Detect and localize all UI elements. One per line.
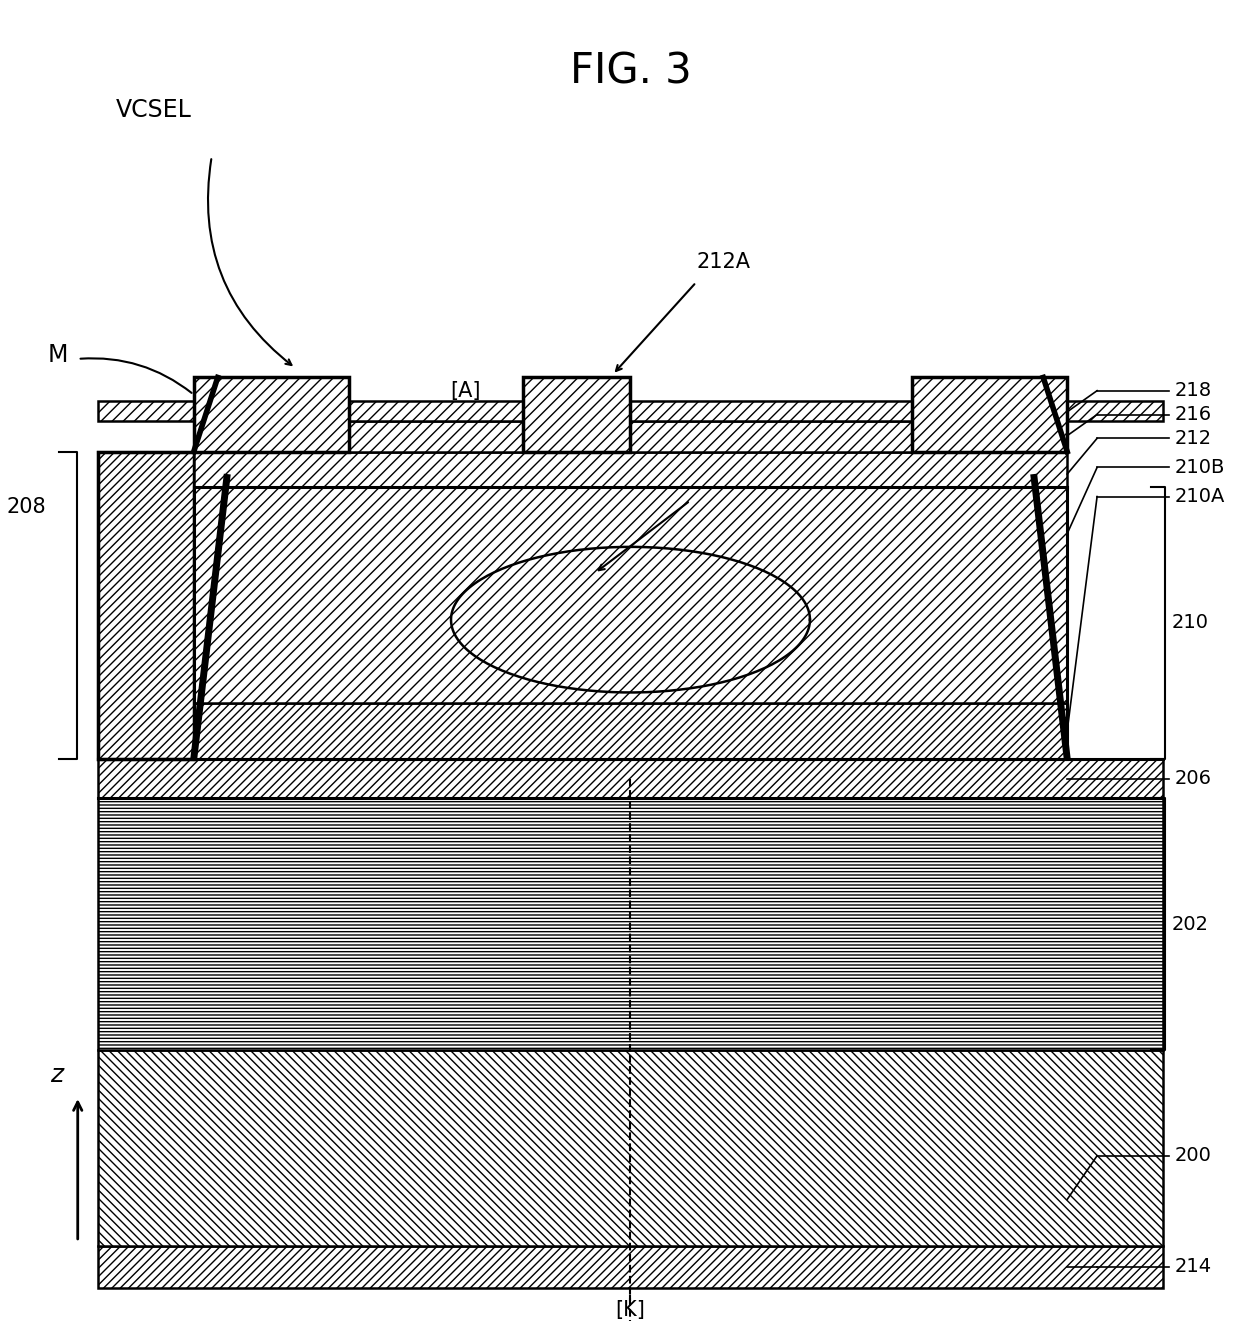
Text: 200: 200 <box>1174 1147 1211 1166</box>
Text: M: M <box>48 342 68 366</box>
Text: 214: 214 <box>1174 1257 1211 1276</box>
Bar <box>98 759 1163 798</box>
Text: 210B: 210B <box>1174 458 1225 477</box>
Text: 206: 206 <box>1174 769 1211 789</box>
Bar <box>911 377 1068 452</box>
Bar <box>193 452 1068 488</box>
Bar <box>193 421 1068 452</box>
Bar <box>193 488 1068 703</box>
Text: [A]: [A] <box>450 381 481 401</box>
Text: 202: 202 <box>1172 915 1208 934</box>
Text: 212A: 212A <box>697 252 750 272</box>
Bar <box>523 377 630 452</box>
Bar <box>193 377 350 452</box>
Text: FIG. 3: FIG. 3 <box>569 51 692 92</box>
Bar <box>193 703 1068 759</box>
Text: 218: 218 <box>1174 381 1211 400</box>
Text: 208: 208 <box>7 497 47 517</box>
Text: 210A: 210A <box>1174 488 1225 506</box>
Bar <box>98 401 1163 421</box>
Text: 212: 212 <box>1174 429 1211 448</box>
Bar <box>98 798 1163 1050</box>
Bar <box>98 452 193 759</box>
Text: VCSEL: VCSEL <box>117 99 192 123</box>
Text: 216: 216 <box>1174 405 1211 424</box>
Bar <box>98 1050 1163 1245</box>
Bar <box>98 1245 1163 1288</box>
Text: 210: 210 <box>1172 614 1208 633</box>
Text: [K]: [K] <box>615 1300 645 1320</box>
Text: z: z <box>50 1063 63 1087</box>
